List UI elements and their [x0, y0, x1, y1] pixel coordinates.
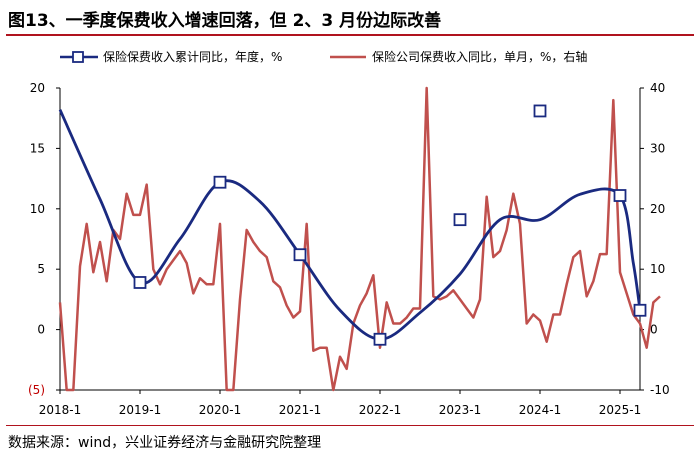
source-note: 数据来源：wind，兴业证券经济与金融研究院整理: [8, 435, 322, 451]
series1-marker: [133, 276, 147, 289]
legend-label-series2: 保险公司保费收入同比，单月，%，右轴: [372, 49, 587, 64]
series1-marker: [613, 189, 627, 202]
y-tick-label-right: 10: [650, 262, 665, 276]
series1-marker: [453, 213, 467, 227]
y-tick-label-left: 5: [37, 262, 45, 276]
legend: 保险保费收入累计同比，年度，% 保险公司保费收入同比，单月，%，右轴: [60, 49, 587, 64]
series1-marker: [373, 332, 387, 346]
legend-label-series1: 保险保费收入累计同比，年度，%: [103, 49, 282, 64]
x-tick-label: 2021-1: [279, 403, 322, 417]
y-tick-label-right: 30: [650, 141, 665, 155]
series1-marker: [213, 175, 227, 189]
y-tick-label-left: 0: [37, 323, 45, 337]
footer-rule: [6, 425, 694, 426]
y-tick-label-left: 20: [30, 81, 45, 95]
y-tick-label-right: 20: [650, 202, 665, 216]
plot-area: (5) 0 5 10 15 20 -10 0 10 20 30 40 2018-1 2019-1 2020-…: [28, 81, 670, 417]
x-tick-label: 2022-1: [359, 403, 402, 417]
x-tick-label: 2020-1: [199, 403, 242, 417]
legend-marker-series1: [72, 51, 84, 63]
y-tick-label-left: (5): [28, 383, 45, 397]
series1-marker: [633, 303, 647, 317]
x-tick-label: 2025-1: [599, 403, 642, 417]
y-tick-label-right: 40: [650, 81, 665, 95]
title-rule: [6, 34, 694, 36]
y-tick-label-right: -10: [650, 383, 670, 397]
y-tick-label-left: 15: [30, 141, 45, 155]
y-tick-label-left: 10: [30, 202, 45, 216]
x-tick-label: 2023-1: [439, 403, 482, 417]
x-tick-label: 2018-1: [39, 403, 82, 417]
series1-marker: [293, 248, 307, 262]
x-tick-label: 2024-1: [519, 403, 562, 417]
chart-title: 图13、一季度保费收入增速回落，但 2、3 月份边际改善: [8, 11, 442, 31]
series1-marker: [533, 104, 547, 118]
x-tick-label: 2019-1: [119, 403, 162, 417]
line-chart: 保险保费收入累计同比，年度，% 保险公司保费收入同比，单月，%，右轴 (5) 0 5…: [28, 49, 670, 417]
series2-line: [58, 86, 661, 392]
series1-line: [58, 109, 642, 341]
y-tick-label-right: 0: [650, 323, 658, 337]
